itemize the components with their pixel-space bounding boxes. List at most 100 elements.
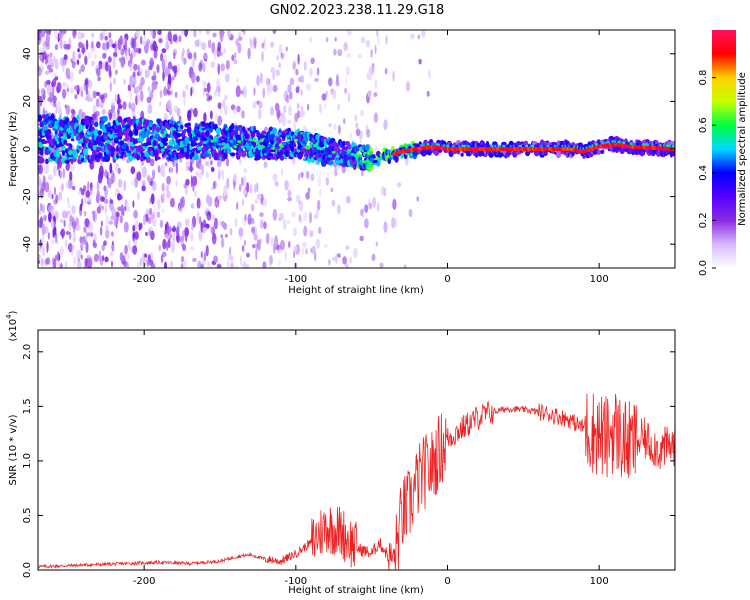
spectrogram-cell xyxy=(51,118,58,122)
spectrogram-cell xyxy=(164,162,168,167)
spectrogram-cell xyxy=(64,239,68,248)
spectrogram-cell xyxy=(226,157,229,167)
spectrogram-cell xyxy=(96,67,101,77)
spectrogram-cell xyxy=(198,62,203,72)
spectrogram-cell xyxy=(113,51,118,58)
spectrogram-cell xyxy=(256,193,262,200)
spectrogram-cell xyxy=(349,132,353,140)
spectrogram-cell xyxy=(164,261,167,268)
spectrogram-cell xyxy=(138,82,143,91)
spectrogram-cell xyxy=(247,47,251,60)
spectrogram-cell xyxy=(175,179,178,187)
spectrogram-cell xyxy=(345,75,348,85)
spectrogram-cell xyxy=(555,151,562,159)
spectrogram-cell xyxy=(665,150,670,155)
spectrogram-cell xyxy=(187,122,192,127)
spectrogram-cell xyxy=(206,96,211,102)
spectrogram-cell xyxy=(347,143,352,151)
spectrogram-cell xyxy=(309,230,314,238)
spectrogram-cell xyxy=(58,108,62,119)
spectrogram-cell xyxy=(161,58,166,71)
spectrogram-cell xyxy=(65,83,69,90)
spectrogram-cell xyxy=(119,140,125,146)
spectrogram-cell xyxy=(360,36,366,44)
spectrogram-cell xyxy=(205,245,209,257)
spectrogram-cell xyxy=(357,54,362,59)
spectrogram-cell xyxy=(260,72,263,84)
spectrogram-cell xyxy=(339,155,344,159)
spectrogram-cell xyxy=(105,61,109,72)
spectrogram-cell xyxy=(130,180,133,186)
spectrogram-cell xyxy=(125,49,129,61)
spectrogram-cell xyxy=(105,229,110,239)
spectrogram-cell xyxy=(296,102,300,110)
spectrogram-cell xyxy=(74,152,79,159)
spectrogram-cell xyxy=(258,107,262,120)
spectrogram-cell xyxy=(230,261,234,268)
spectrogram-cell xyxy=(319,188,322,198)
spectrogram-cell xyxy=(254,198,258,204)
spectrogram-cell xyxy=(70,138,75,142)
spectrogram-cell xyxy=(77,53,81,59)
spectrogram-cell xyxy=(355,128,361,137)
spectrogram-cell xyxy=(67,120,71,127)
spectrogram-cell xyxy=(158,37,163,44)
spectrogram-cell xyxy=(165,241,169,252)
spectrogram-cell xyxy=(51,194,54,200)
spectrogram-cell xyxy=(233,145,238,149)
spectrogram-cell xyxy=(301,247,305,256)
spectrogram-cell xyxy=(42,125,48,131)
spectrogram-cell xyxy=(269,263,272,268)
spectrogram-cell xyxy=(293,250,296,259)
spectrogram-cell xyxy=(76,260,82,268)
spectrogram-cell xyxy=(272,72,275,81)
spectrogram-cell xyxy=(164,223,168,230)
spectrogram-cell xyxy=(328,123,332,128)
spectrogram-cell xyxy=(367,90,372,98)
spectrogram-cell xyxy=(135,220,139,230)
spectrogram-cell xyxy=(54,44,59,51)
spectrogram-cell xyxy=(223,138,228,144)
spectrogram-cell xyxy=(202,62,206,73)
spectrogram-cell xyxy=(193,107,198,118)
spectrogram-cell xyxy=(50,220,55,228)
spectrogram-cell xyxy=(48,57,53,65)
spectrogram-cell xyxy=(249,184,253,194)
spectrogram-cell xyxy=(179,198,183,210)
spectrogram-cell xyxy=(88,222,94,234)
spectrogram-cell xyxy=(210,139,215,143)
spectrogram-cell xyxy=(153,81,158,90)
spectrogram-cell xyxy=(192,181,195,192)
spectrogram-cell xyxy=(293,227,297,237)
spectrogram-cell xyxy=(93,253,99,263)
spectrogram-cell xyxy=(433,149,440,156)
spectrogram-cell xyxy=(287,189,292,198)
spectrogram-cell xyxy=(341,140,346,147)
spectrogram-cell xyxy=(218,142,222,146)
spectrogram-cell xyxy=(278,138,282,144)
spectrogram-cell xyxy=(159,101,162,107)
spectrogram-cell xyxy=(77,190,81,196)
spectrogram-cell xyxy=(111,43,116,49)
spectrogram-cell xyxy=(53,165,57,177)
spectrogram-cell xyxy=(193,154,199,161)
spectrogram-cell xyxy=(83,148,88,156)
spectrogram-cell xyxy=(314,251,317,262)
spectrogram-cell xyxy=(317,175,322,187)
spectrogram-cell xyxy=(384,68,388,75)
spectrogram-cell xyxy=(215,113,219,122)
spectrogram-cell xyxy=(175,162,178,174)
spectrogram-cell xyxy=(211,232,217,245)
spectrogram-cell xyxy=(253,183,258,194)
spectrogram-cell xyxy=(320,150,325,154)
spectrogram-cell xyxy=(134,48,139,53)
spectrogram-cell xyxy=(230,123,235,130)
spectrogram-cell xyxy=(210,61,216,69)
spectrogram-cell xyxy=(87,51,92,60)
spectrogram-cell xyxy=(318,226,322,235)
spectrogram-cell xyxy=(46,79,51,85)
snr-frame xyxy=(37,329,676,571)
spectrogram-cell xyxy=(279,155,284,161)
spectrogram-cell xyxy=(297,53,300,65)
spectrogram-cell xyxy=(120,204,125,216)
